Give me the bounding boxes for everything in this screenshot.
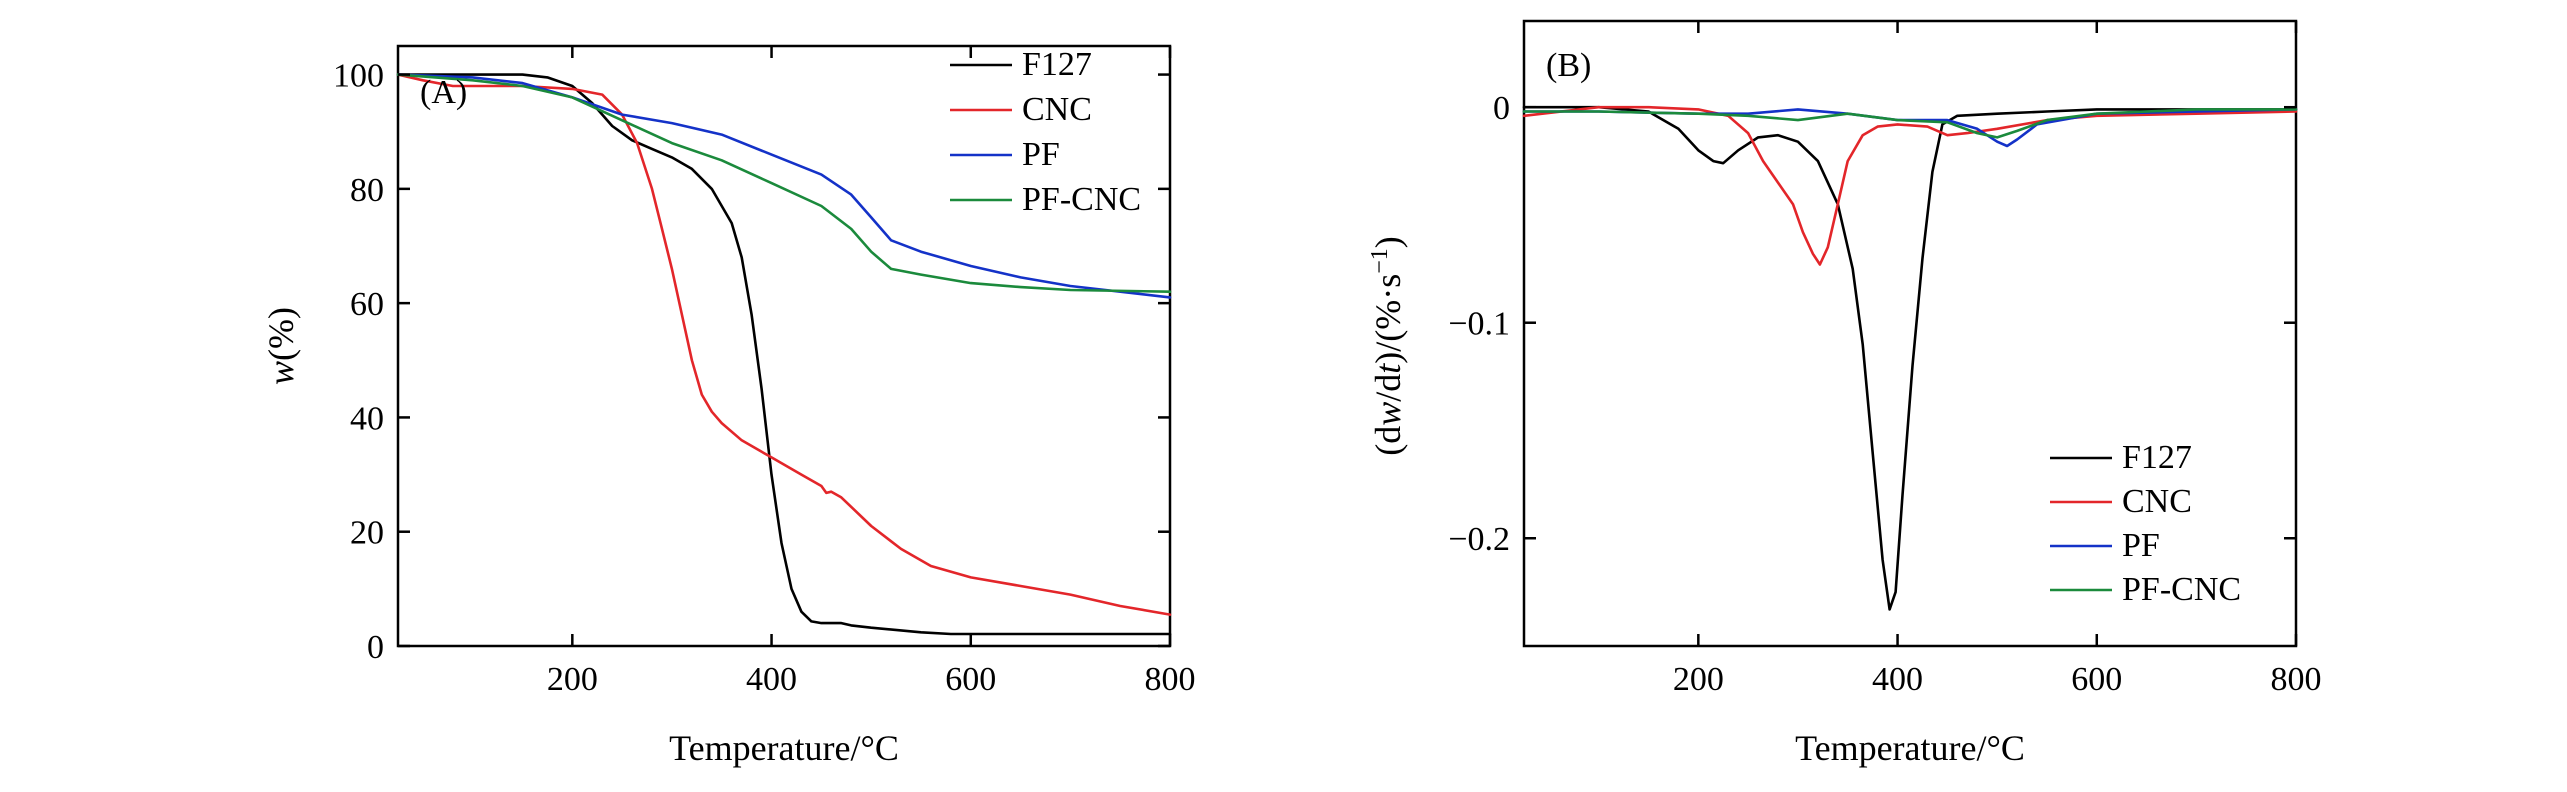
series-line-f127-b [1522,105,2298,611]
series-line-pf-cnc-b [1522,108,2298,139]
series-line-cnc-b [1522,105,2298,266]
legend-label-cnc-a: CNC [1022,91,1092,128]
y-axis-title-a-italic: w [261,361,301,385]
x-tick-label-b: 200 [1673,661,1724,698]
panel-label-a: (A) [420,74,467,111]
ticks-a: 200 400 600 800 0 20 40 60 80 100 [333,46,1196,698]
panel-a: 200 400 600 800 0 20 40 60 80 100 (A) Temperature… [261,44,1196,768]
legend-b: F127 CNC PF PF-CNC [2050,439,2241,608]
x-axis-title-a: Temperature/°C [669,728,899,768]
x-tick-label-b: 400 [1872,661,1923,698]
y-tick-label-a: 80 [350,172,384,209]
y-axis-title-a: w(%) [261,307,301,385]
y-axis-title-a-unit: (%) [261,307,301,361]
y-axis-title-b-part-2: /d [1368,374,1408,402]
y-tick-label-b: −0.1 [1448,306,1510,343]
plot-frame-b [1522,19,2298,648]
y-tick-label-a: 0 [367,629,384,666]
y-axis-title-b: (dw/dt)/(%·s−1) [1367,236,1408,456]
ticks-b: 200 400 600 800 0 −0.1 −0.2 [1448,21,2322,698]
legend-a: F127 CNC PF PF-CNC [950,46,1141,218]
legend-label-pf-b: PF [2122,527,2160,564]
y-axis-title-b-part-3: t [1368,363,1408,374]
legend-label-pf-a: PF [1022,136,1060,173]
legend-label-pf-cnc-b: PF-CNC [2122,571,2241,608]
panel-b: 200 400 600 800 0 −0.1 −0.2 (B) Temperature/°C… [1367,19,2322,768]
x-tick-label-a: 200 [547,661,598,698]
legend-label-f127-a: F127 [1022,46,1092,83]
legend-label-cnc-b: CNC [2122,483,2192,520]
y-tick-label-b: −0.2 [1448,521,1510,558]
legend-label-pf-cnc-a: PF-CNC [1022,181,1141,218]
x-tick-label-a: 800 [1145,661,1196,698]
series-group-a [396,73,1172,636]
y-axis-title-b-part-0: (d [1368,426,1408,456]
y-axis-title-b-part-5: −1 [1367,248,1393,274]
x-axis-title-b: Temperature/°C [1795,728,2025,768]
series-line-pf-cnc-a [396,73,1172,294]
y-axis-title-b-part-4: )/(%·s [1368,274,1408,364]
series-line-cnc-a [396,73,1172,616]
series-group-b [1522,105,2298,611]
x-tick-label-b: 600 [2071,661,2122,698]
y-axis-title-b-part-6: ) [1368,236,1408,248]
panel-label-b: (B) [1546,47,1591,84]
y-tick-label-a: 40 [350,400,384,437]
y-tick-label-a: 100 [333,58,384,95]
plot-frame-a [396,44,1172,648]
y-tick-label-a: 60 [350,286,384,323]
x-tick-label-a: 400 [746,661,797,698]
x-tick-label-a: 600 [945,661,996,698]
legend-label-f127-b: F127 [2122,439,2192,476]
y-tick-label-a: 20 [350,515,384,552]
x-tick-label-b: 800 [2271,661,2322,698]
y-axis-title-b-part-1: w [1368,402,1408,426]
y-tick-label-b: 0 [1493,90,1510,127]
